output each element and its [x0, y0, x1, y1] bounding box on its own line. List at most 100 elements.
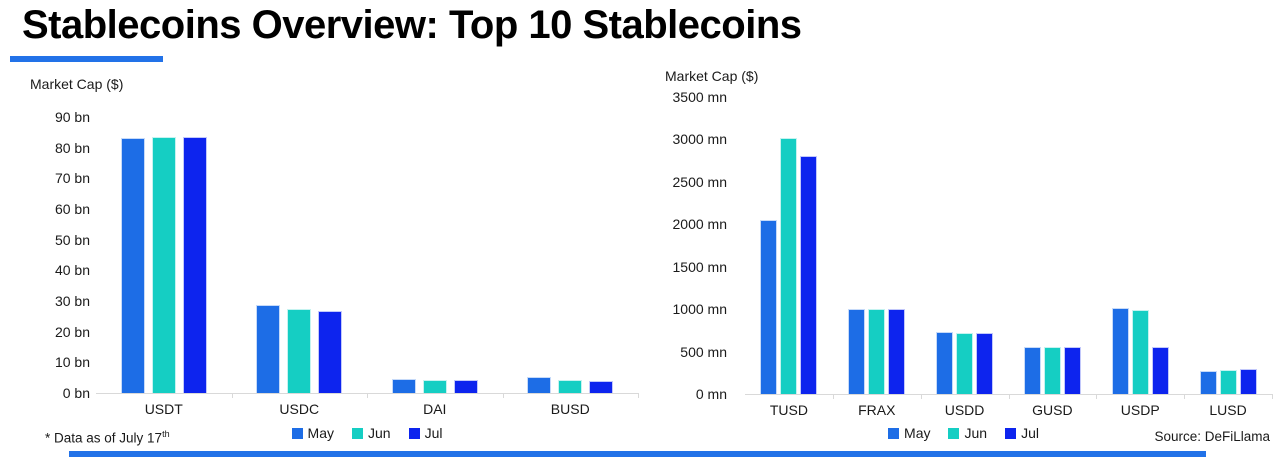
- footnote-superscript: th: [162, 429, 170, 439]
- legend-swatch-icon: [888, 427, 900, 439]
- x-axis-label-usdd: USDD: [944, 402, 985, 418]
- x-axis-tick: [502, 393, 504, 398]
- x-axis-label-dai: DAI: [423, 401, 447, 417]
- left-chart-x-axis: USDT USDC DAI BUSD: [96, 401, 638, 417]
- source-credit: Source: DeFiLlama: [1154, 429, 1270, 444]
- x-axis-tick: [832, 394, 834, 399]
- x-axis-label-lusd: LUSD: [1209, 402, 1247, 418]
- bar-gusd-jul: [1063, 346, 1081, 394]
- x-axis-tick: [1008, 394, 1010, 399]
- bar-frax-jul: [888, 309, 906, 394]
- bar-usdc-jun: [287, 309, 312, 393]
- legend-item-jul: Jul: [1005, 425, 1039, 441]
- x-axis-tick: [1272, 394, 1273, 399]
- footnote-text: * Data as of July 17: [45, 430, 163, 446]
- bar-group-dai: [367, 117, 503, 393]
- bar-group-usdc: [232, 117, 368, 393]
- right-chart-plot-area: [745, 97, 1273, 399]
- y-tick-label: 80 bn: [54, 139, 90, 156]
- left-chart-plot-area: [96, 117, 639, 398]
- x-axis-label-usdc: USDC: [279, 401, 320, 417]
- right-chart-legend: May Jun Jul: [700, 425, 1227, 441]
- bar-busd-jun: [558, 379, 583, 393]
- y-tick-label: 30 bn: [54, 293, 90, 309]
- bar-lusd-jun: [1219, 370, 1237, 394]
- bar-usdd-jun: [956, 332, 974, 394]
- x-axis-label-usdt: USDT: [144, 401, 183, 417]
- bar-group-busd: [503, 117, 639, 393]
- bar-group-usdt: [96, 117, 232, 393]
- x-axis-tick: [638, 393, 639, 398]
- legend-swatch-icon: [1005, 427, 1017, 439]
- legend-swatch-icon: [948, 427, 960, 439]
- footnote: * Data as of July 17th: [45, 429, 170, 446]
- y-tick-label: 2500 mn: [672, 173, 727, 190]
- bar-lusd-jul: [1239, 369, 1257, 394]
- x-axis-tick: [1096, 394, 1098, 399]
- legend-label: May: [904, 425, 931, 441]
- x-axis-label-tusd: TUSD: [769, 402, 808, 418]
- bar-group-frax: [833, 97, 921, 394]
- bar-busd-jul: [589, 381, 614, 393]
- left-chart-y-axis: 0 bn 10 bn 20 bn 30 bn 40 bn 50 bn 60 bn 70 bn 8…: [30, 109, 90, 401]
- y-tick-label: 0 mn: [695, 386, 727, 402]
- bar-group-lusd: [1184, 97, 1272, 394]
- bar-group-usdp: [1096, 97, 1184, 394]
- y-tick-label: 90 bn: [54, 109, 90, 125]
- y-tick-label: 20 bn: [54, 323, 90, 340]
- bottom-accent-bar: [69, 451, 1206, 457]
- x-axis-label-gusd: GUSD: [1032, 402, 1073, 418]
- bar-tusd-jun: [780, 137, 798, 394]
- y-tick-label: 60 bn: [54, 201, 90, 217]
- bar-usdt-may: [120, 137, 145, 393]
- bar-usdt-jun: [151, 136, 176, 393]
- y-tick-label: 3000 mn: [672, 131, 727, 148]
- legend-label: Jun: [367, 425, 391, 441]
- bar-usdp-may: [1111, 308, 1129, 394]
- x-axis-tick: [367, 393, 368, 398]
- legend-label: Jun: [964, 425, 988, 441]
- x-axis-label-frax: FRAX: [858, 402, 896, 418]
- x-axis-tick: [231, 393, 233, 398]
- bar-usdc-may: [256, 304, 281, 393]
- y-tick-label: 70 bn: [54, 170, 90, 187]
- x-axis-label-usdp: USDP: [1120, 402, 1160, 418]
- bar-gusd-jun: [1043, 346, 1061, 394]
- y-tick-label: 1500 mn: [672, 258, 727, 275]
- legend-swatch-icon: [291, 427, 303, 439]
- bar-tusd-may: [760, 220, 778, 394]
- bar-tusd-jul: [800, 155, 818, 394]
- y-tick-label: 1000 mn: [672, 301, 727, 318]
- bar-frax-jun: [868, 309, 886, 394]
- legend-label: May: [307, 425, 334, 441]
- y-tick-label: 2000 mn: [672, 216, 727, 233]
- legend-label: Jul: [424, 425, 443, 441]
- right-chart-axis-title: Market Cap ($): [665, 68, 759, 84]
- bar-lusd-may: [1199, 371, 1217, 394]
- bar-group-usdd: [921, 97, 1009, 394]
- legend-item-jun: Jun: [948, 425, 987, 441]
- bar-frax-may: [848, 309, 866, 394]
- bar-gusd-may: [1023, 346, 1041, 394]
- bar-group-tusd: [745, 97, 833, 394]
- y-tick-label: 40 bn: [54, 262, 90, 279]
- x-axis-label-busd: BUSD: [550, 401, 590, 417]
- legend-swatch-icon: [351, 427, 363, 439]
- right-chart-x-axis: TUSD FRAX USDD GUSD USDP LUSD: [745, 402, 1272, 418]
- y-tick-label: 3500 mn: [672, 89, 727, 105]
- bar-usdp-jul: [1151, 346, 1169, 394]
- bar-usdc-jul: [318, 310, 343, 393]
- bar-usdt-jul: [182, 136, 207, 393]
- y-tick-label: 0 bn: [62, 385, 90, 401]
- bar-dai-jul: [453, 379, 478, 393]
- left-chart-legend: May Jun Jul: [96, 425, 638, 441]
- legend-item-jun: Jun: [351, 425, 391, 441]
- left-chart-axis-title: Market Cap ($): [30, 76, 124, 92]
- bar-dai-jun: [422, 379, 447, 393]
- legend-item-may: May: [291, 425, 334, 441]
- x-axis-tick: [920, 394, 922, 399]
- bar-usdd-jul: [976, 332, 994, 394]
- y-tick-label: 500 mn: [680, 343, 727, 360]
- legend-item-may: May: [888, 425, 930, 441]
